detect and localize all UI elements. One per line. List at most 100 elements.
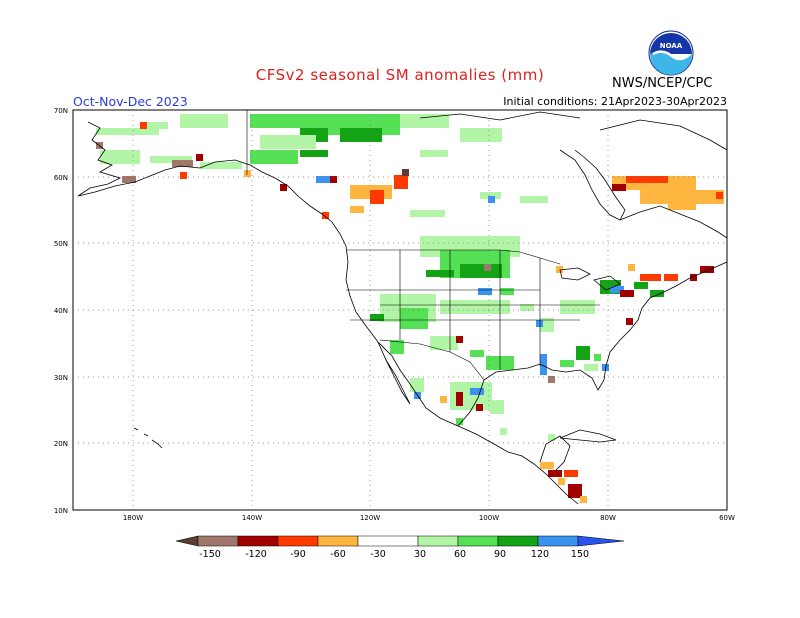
colorbar-label: 60 [454,549,466,560]
anomaly-cell [488,196,495,203]
anomaly-cell [322,212,329,219]
anomaly-cell [390,340,404,354]
colorbar-swatch [317,535,359,547]
anomaly-cell [564,470,578,477]
anomaly-cell [260,135,316,149]
anomaly-cell [640,274,661,281]
anomaly-cell [580,496,587,503]
anomaly-cell [402,169,409,176]
political-borders [246,110,600,381]
lon-label: 180W [123,514,143,522]
anomaly-cell [490,400,504,414]
anomaly-cell [400,308,428,329]
colorbar-label: 120 [531,549,549,560]
anomaly-cell [440,396,447,403]
colorbar-label: 90 [494,549,506,560]
anomaly-cell [400,114,449,128]
colorbar-arrow-left [175,535,199,547]
anomaly-cell [556,266,563,273]
anomaly-cell [280,184,287,191]
colorbar-swatch [417,535,459,547]
lat-label: 70N [54,107,68,115]
anomaly-cell [196,154,203,161]
anomaly-cell [620,290,634,297]
anomaly-cell [470,350,484,357]
anomaly-cell [500,428,507,435]
colorbar-label: -120 [245,549,267,560]
colorbar-swatch [457,535,499,547]
anomaly-cell [576,346,590,360]
anomaly-cell [330,176,337,183]
lat-label: 10N [54,507,68,515]
anomaly-cell [548,376,555,383]
colorbar-label: -30 [370,549,386,560]
colorbar-swatch [537,535,579,547]
map-title: CFSv2 seasonal SM anomalies (mm) [255,66,545,84]
colorbar-swatch [357,535,419,547]
anomaly-cell [440,300,510,314]
lat-label: 20N [54,440,68,448]
anomaly-cell [300,150,328,157]
anomaly-cell [456,336,463,343]
anomaly-cell [520,196,548,203]
anomaly-cell [716,192,723,199]
colorbar-label: -90 [290,549,306,560]
map-content [73,110,727,510]
anomaly-cell [500,288,514,295]
anomaly-cell [568,484,582,498]
forecast-period: Oct-Nov-Dec 2023 [73,94,188,109]
anomaly-cell [96,128,159,135]
colorbar-swatch [197,535,239,547]
anomaly-cell [610,286,624,293]
anomaly-cell [394,175,408,189]
anomaly-cell [420,150,448,157]
anomaly-cell [244,170,251,177]
lon-label: 100W [479,514,499,522]
lon-label: 60W [719,514,735,522]
anomaly-cell [150,156,192,163]
graticule [73,110,727,510]
anomaly-cell [430,336,458,350]
anomaly-cell [560,360,574,367]
anomaly-cell [316,176,337,183]
anomaly-cell [426,270,454,277]
colorbar-swatch [277,535,319,547]
anomaly-cell [410,210,445,217]
anomaly-cell [634,282,648,289]
anomaly-cell [560,300,595,314]
colorbar-label: 150 [571,549,589,560]
anomaly-cell [250,114,320,128]
anomaly-cell [140,122,147,129]
anomaly-cell [690,274,697,281]
anomaly-cell [456,392,463,406]
lon-label: 120W [360,514,380,522]
anomaly-cell [628,264,635,271]
anomaly-cell [668,196,696,210]
lon-label: 140W [242,514,262,522]
anomaly-cell [460,264,502,278]
anomaly-cell [540,462,554,469]
anomaly-cell [140,122,168,129]
anomaly-cell [456,418,463,425]
lat-label: 50N [54,240,68,248]
anomaly-cell [478,288,492,295]
longitude-labels: 180W 140W 120W 100W 80W 60W [123,514,735,522]
anomaly-cell [460,128,502,142]
anomaly-cell [540,354,547,375]
anomaly-cell [484,264,491,271]
latitude-labels: 70N 60N 50N 40N 30N 20N 10N [54,107,68,515]
colorbar-swatch [237,535,279,547]
anomaly-cell [250,150,298,164]
anomaly-cell [584,364,598,371]
lat-label: 30N [54,374,68,382]
anomaly-cell [100,150,140,164]
anomaly-cell [350,206,364,213]
colorbar-arrow-right [577,535,625,547]
colorbar-label: -150 [199,549,221,560]
logo-text: NOAA [660,42,683,50]
lat-label: 40N [54,307,68,315]
anomaly-cell [370,190,384,204]
coastlines [77,111,727,505]
anomaly-cell [122,176,136,183]
